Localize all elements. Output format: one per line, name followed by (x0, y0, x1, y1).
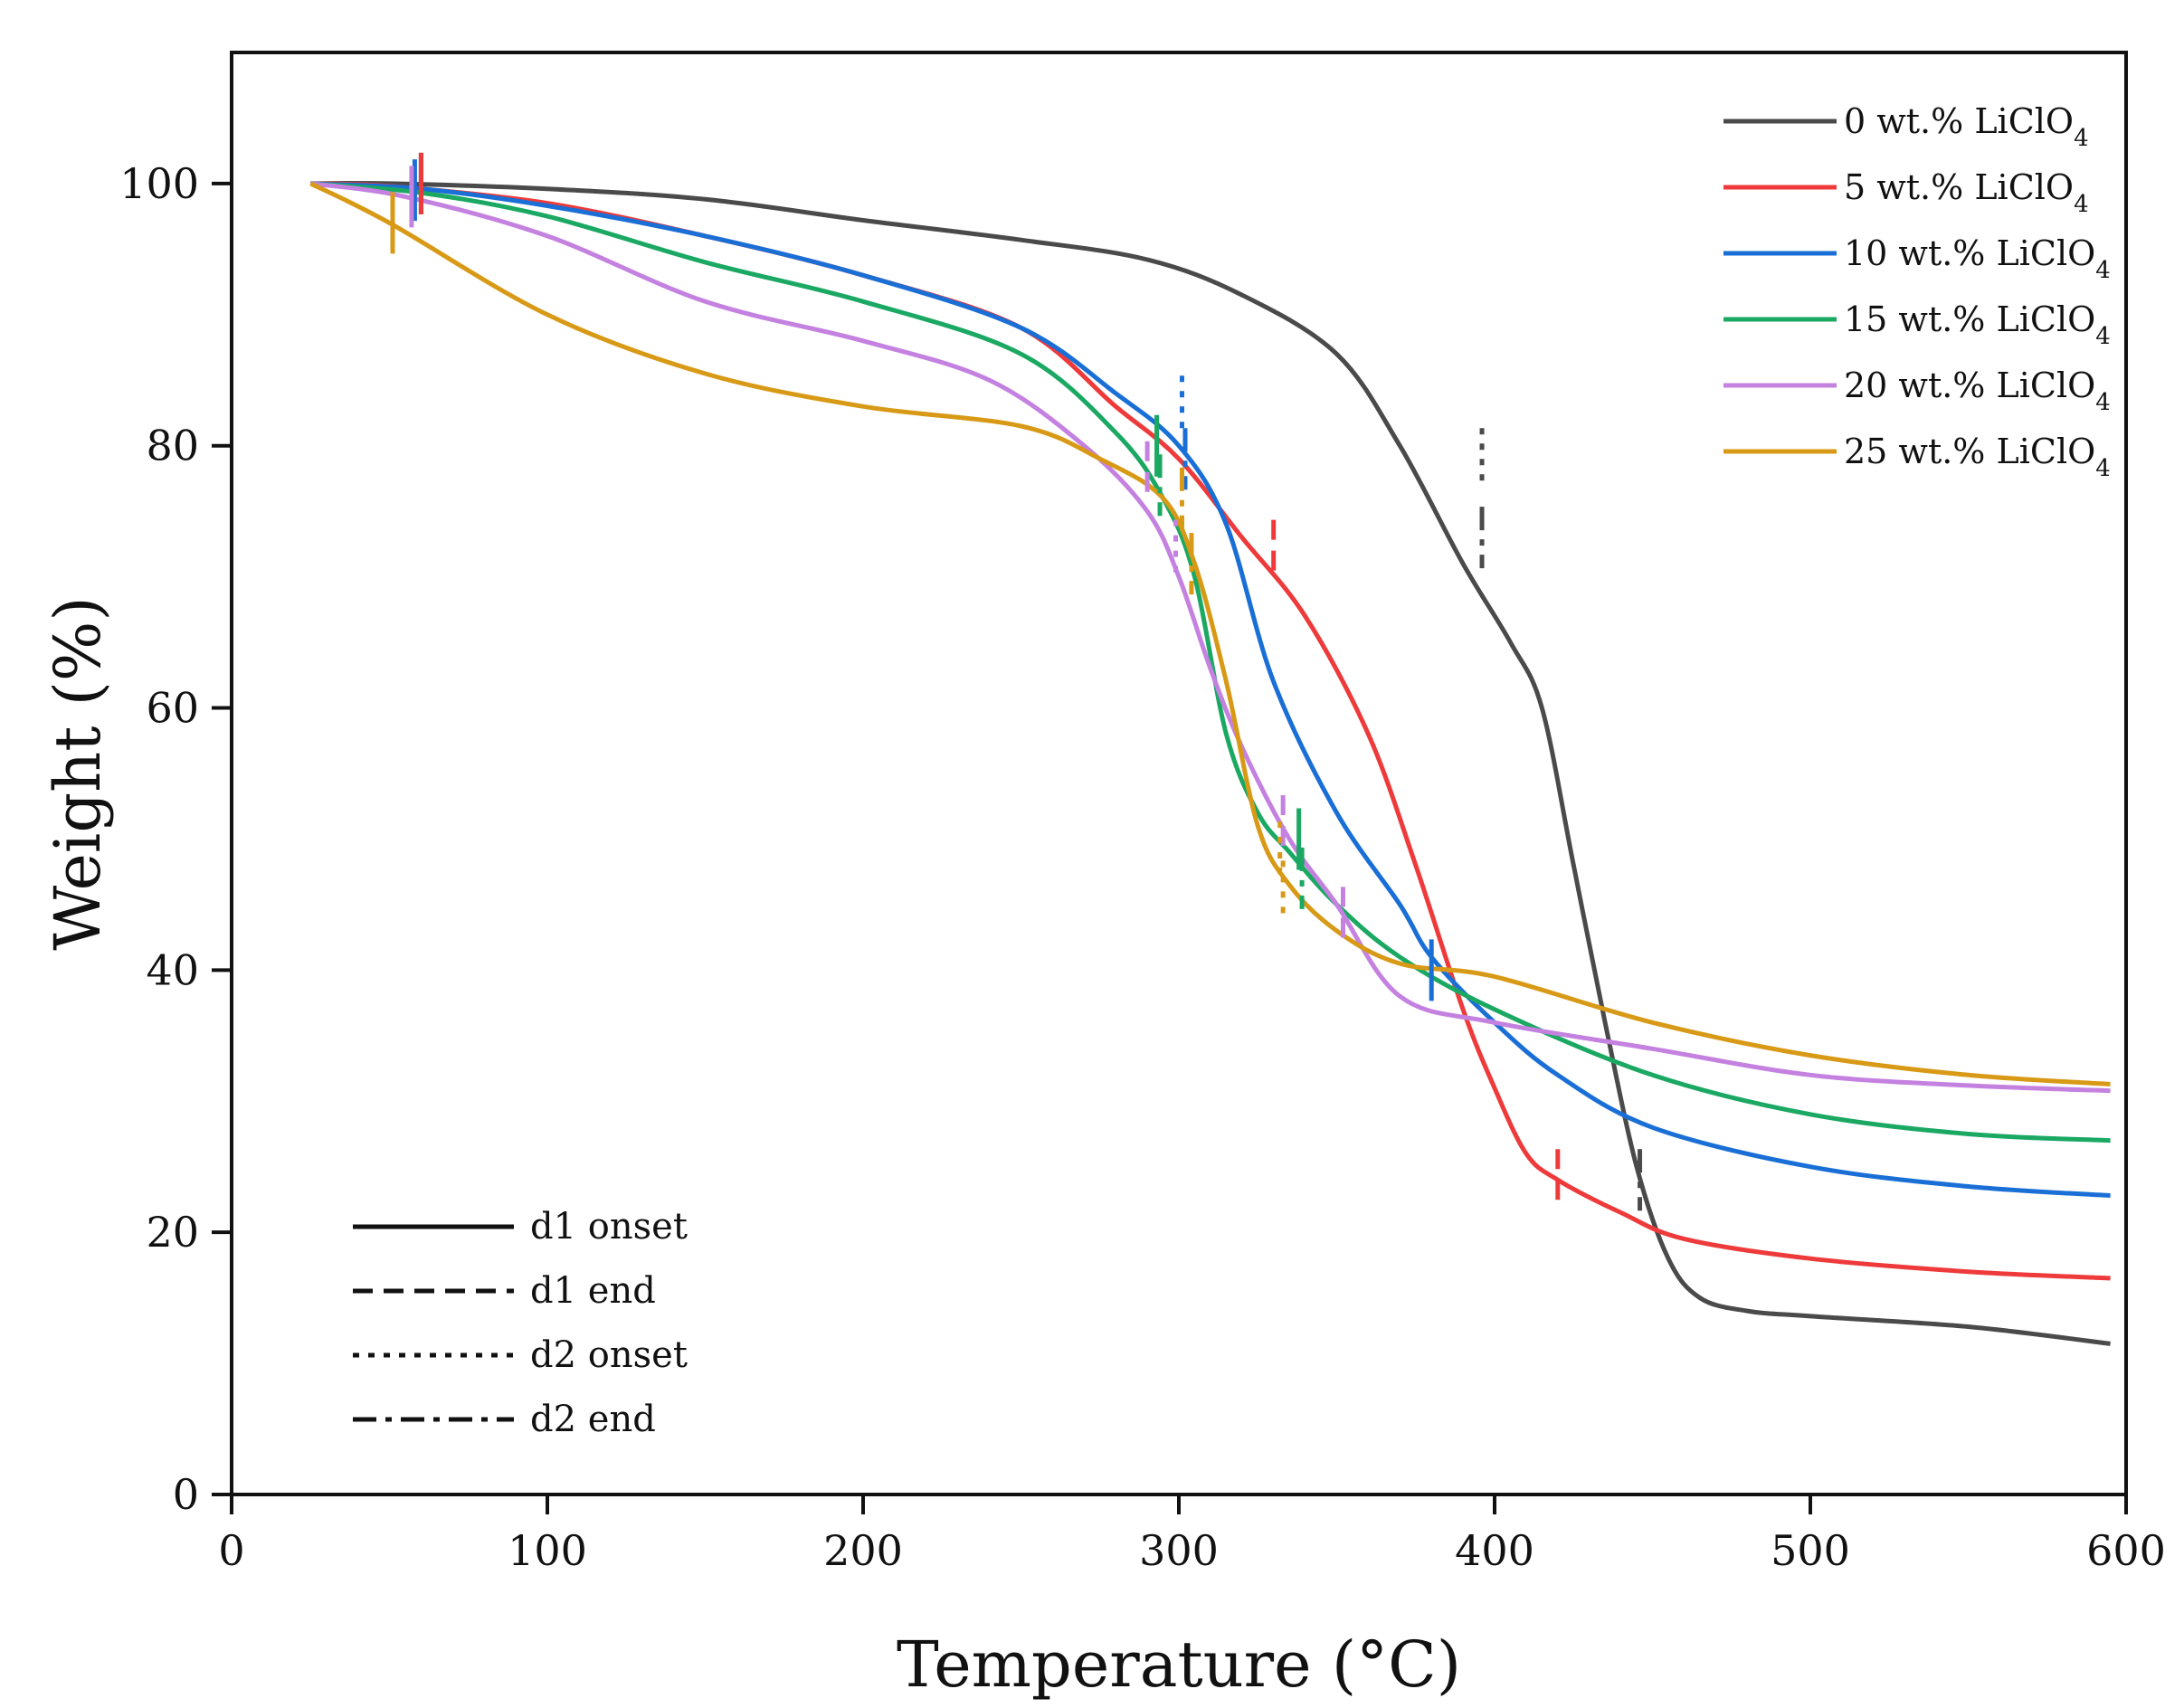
x-tick-label: 0 (218, 1526, 244, 1575)
series-line-5 (309, 181, 2111, 1086)
series-line-2 (310, 181, 2111, 1199)
x-tick-label: 200 (823, 1526, 903, 1575)
y-tick-label: 0 (173, 1470, 199, 1519)
legend-label: 0 wt.% LiClO4 (1844, 101, 2089, 152)
x-tick-label: 300 (1139, 1526, 1219, 1575)
x-tick-label: 600 (2086, 1526, 2166, 1575)
legend-label-text: 20 wt.% LiClO (1844, 365, 2095, 405)
line-style-legend: d1 onset d1 end d2 onset d2 end (353, 1206, 688, 1440)
legend-label-subscript: 4 (2074, 125, 2089, 152)
legend-label: 15 wt.% LiClO4 (1844, 299, 2111, 350)
legend-label-text: 10 wt.% LiClO (1844, 233, 2095, 273)
legend-label-text: 15 wt.% LiClO (1844, 299, 2095, 339)
legend-label-text: 5 wt.% LiClO (1844, 167, 2074, 207)
y-tick-label: 40 (146, 945, 199, 994)
legend-label: 25 wt.% LiClO4 (1844, 432, 2111, 482)
style-legend-label: d2 onset (530, 1334, 688, 1376)
style-legend-label: d1 onset (530, 1206, 688, 1248)
x-axis-title: Temperature (°C) (897, 1627, 1461, 1702)
x-tick-label: 500 (1771, 1526, 1850, 1575)
x-axis: 0 100 200 300 400 500 600 (218, 1494, 2166, 1575)
series-line-3 (310, 181, 2111, 1143)
legend-label-subscript: 4 (2095, 257, 2111, 284)
marker-group (390, 152, 1643, 1211)
legend-label-subscript: 4 (2095, 455, 2111, 482)
legend-label-subscript: 4 (2095, 323, 2111, 350)
legend-label: 5 wt.% LiClO4 (1844, 167, 2089, 218)
series-line-4 (309, 181, 2111, 1094)
style-legend-label: d1 end (530, 1270, 656, 1312)
y-axis-title: Weight (%) (41, 596, 115, 950)
x-tick-label: 400 (1455, 1526, 1534, 1575)
series-group (309, 180, 2111, 1346)
y-tick-label: 100 (119, 159, 199, 208)
y-axis: 0 20 40 60 80 100 (119, 159, 232, 1519)
series-line-1 (310, 181, 2111, 1281)
legend-label-subscript: 4 (2074, 191, 2089, 218)
legend-label-text: 0 wt.% LiClO (1844, 101, 2074, 141)
x-tick-label: 100 (508, 1526, 587, 1575)
legend-label: 10 wt.% LiClO4 (1844, 233, 2111, 284)
y-tick-label: 80 (146, 422, 199, 470)
series-line-0 (310, 180, 2111, 1346)
y-tick-label: 20 (146, 1208, 199, 1257)
y-tick-label: 60 (146, 684, 199, 733)
legend-label-text: 25 wt.% LiClO (1844, 432, 2095, 471)
legend-label: 20 wt.% LiClO4 (1844, 365, 2111, 416)
style-legend-label: d2 end (530, 1399, 656, 1440)
legend-label-subscript: 4 (2095, 389, 2111, 416)
